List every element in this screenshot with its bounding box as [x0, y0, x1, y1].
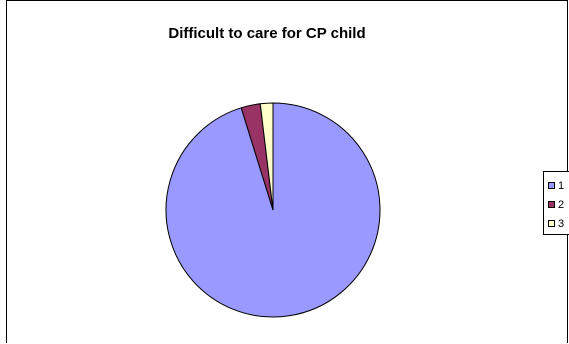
legend: 1 2 3	[543, 171, 569, 235]
pie-slice-3	[259, 102, 274, 211]
pie-chart	[165, 102, 381, 318]
legend-label-2: 2	[558, 198, 565, 211]
legend-swatch-3	[548, 220, 555, 227]
legend-item-1: 1	[548, 176, 569, 195]
legend-label-1: 1	[558, 179, 565, 192]
chart-area: Difficult to care for CP child 1 2 3	[6, 0, 569, 343]
legend-swatch-1	[548, 182, 555, 189]
legend-item-3: 3	[548, 214, 569, 233]
pie-slices	[165, 102, 381, 318]
legend-label-3: 3	[558, 217, 565, 230]
chart-title: Difficult to care for CP child	[168, 25, 366, 42]
legend-item-2: 2	[548, 195, 569, 214]
legend-swatch-2	[548, 201, 555, 208]
